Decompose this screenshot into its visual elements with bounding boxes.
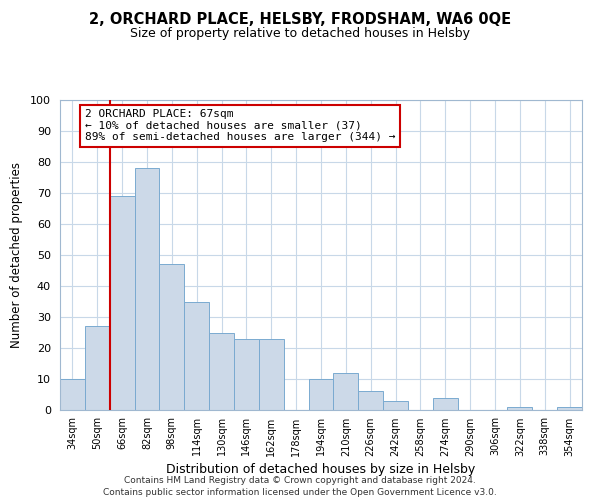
Bar (383, 400, 408, 410)
Text: Contains public sector information licensed under the Open Government Licence v3: Contains public sector information licen… (103, 488, 497, 497)
Bar (110, 196, 134, 410)
Bar (209, 332, 234, 410)
Bar (134, 168, 160, 410)
Bar (557, 407, 582, 410)
Text: Size of property relative to detached houses in Helsby: Size of property relative to detached ho… (130, 28, 470, 40)
Bar (433, 398, 458, 410)
Bar (234, 338, 259, 410)
Text: 2 ORCHARD PLACE: 67sqm
← 10% of detached houses are smaller (37)
89% of semi-det: 2 ORCHARD PLACE: 67sqm ← 10% of detached… (85, 110, 395, 142)
Bar (308, 379, 334, 410)
Text: Contains HM Land Registry data © Crown copyright and database right 2024.: Contains HM Land Registry data © Crown c… (124, 476, 476, 485)
Bar (85, 326, 110, 410)
Y-axis label: Number of detached properties: Number of detached properties (10, 162, 23, 348)
Bar (259, 338, 284, 410)
Bar (508, 407, 532, 410)
X-axis label: Distribution of detached houses by size in Helsby: Distribution of detached houses by size … (166, 462, 476, 475)
Bar (160, 264, 184, 410)
Bar (184, 302, 209, 410)
Bar (334, 373, 358, 410)
Bar (60, 379, 85, 410)
Text: 2, ORCHARD PLACE, HELSBY, FRODSHAM, WA6 0QE: 2, ORCHARD PLACE, HELSBY, FRODSHAM, WA6 … (89, 12, 511, 28)
Bar (358, 392, 383, 410)
